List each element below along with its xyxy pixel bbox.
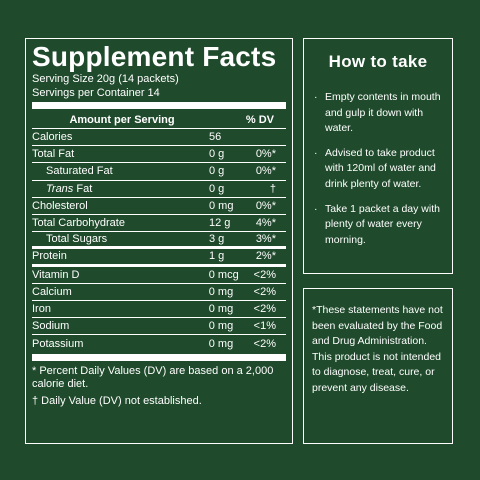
how-to-take-steps: · Empty contents in mouth and gulp it do… [304, 90, 452, 248]
fda-disclaimer-panel: *These statements have not been evaluate… [303, 288, 453, 444]
nutrient-name: Total Carbohydrate [32, 217, 125, 230]
servings-per-container: Servings per Container 14 [32, 87, 160, 99]
nutrient-dv: <2% [253, 285, 276, 298]
nutrient-dv: 2%* [255, 250, 276, 263]
nutrient-row-sodium: Sodium 0 mg <1% [32, 318, 286, 336]
how-to-take-panel: How to take · Empty contents in mouth an… [303, 38, 453, 274]
step-text: Empty contents in mouth and gulp it down… [325, 91, 441, 135]
nutrient-dv: 0%* [255, 148, 276, 161]
nutrient-amount: 56 [209, 131, 222, 144]
list-item: · Take 1 packet a day with plenty of wat… [314, 202, 442, 249]
footnote-dv-basis: * Percent Daily Values (DV) are based on… [32, 365, 274, 391]
serving-size: Serving Size 20g (14 packets) [32, 73, 179, 85]
nutrient-row-vitamin-d: Vitamin D 0 mcg <2% [32, 267, 286, 284]
nutrient-row-cholesterol: Cholesterol 0 mg 0%* [32, 198, 286, 215]
nutrient-amount: 0 mcg [208, 268, 239, 281]
nutrient-name: Total Fat [32, 148, 75, 161]
header-amount: Amount per Serving [69, 113, 175, 126]
nutrient-amount: 1 g [209, 250, 225, 263]
nutrient-row-saturated-fat: Saturated Fat 0 g 0%* [32, 163, 286, 181]
nutrient-amount: 0 mg [208, 285, 234, 298]
nutrient-row-iron: Iron 0 mg <2% [32, 301, 286, 319]
nutrient-row-total-sugars: Total Sugars 3 g 3%* [32, 232, 286, 250]
thick-divider [32, 102, 286, 109]
nutrient-dv: † [269, 182, 276, 195]
nutrient-amount: 3 g [209, 233, 225, 246]
nutrient-row-total-fat: Total Fat 0 g 0%* [32, 146, 286, 164]
footnote-dv-not-established: † Daily Value (DV) not established. [32, 395, 202, 408]
nutrient-dv: <2% [253, 337, 276, 350]
nutrient-amount: 0 g [209, 182, 225, 195]
nutrient-dv: <2% [253, 268, 276, 281]
nutrient-row-total-carbohydrate: Total Carbohydrate 12 g 4%* [32, 215, 286, 233]
nutrient-name: Iron [32, 302, 51, 315]
fda-disclaimer-text: *These statements have not been evaluate… [312, 304, 443, 394]
facts-header-row: Amount per Serving % DV [32, 111, 286, 129]
nutrient-row-trans-fat: Trans Fat 0 g † [32, 181, 286, 198]
supplement-facts-panel: Supplement Facts Serving Size 20g (14 pa… [25, 38, 293, 444]
nutrient-name: Trans Fat [32, 183, 209, 195]
bullet-icon: · [314, 202, 318, 215]
how-to-take-title: How to take [328, 52, 428, 71]
bullet-icon: · [314, 146, 318, 159]
nutrient-amount: 0 g [209, 165, 225, 178]
nutrient-name: Total Sugars [46, 233, 108, 246]
list-item: · Empty contents in mouth and gulp it do… [314, 90, 442, 137]
header-dv: % DV [245, 113, 274, 126]
nutrient-dv: 4%* [255, 217, 276, 230]
trans-italic: Trans [46, 182, 74, 195]
list-item: · Advised to take product with 120ml of … [314, 146, 442, 193]
nutrient-amount: 0 mg [209, 199, 234, 212]
nutrient-row-potassium: Potassium 0 mg <2% [32, 335, 286, 352]
thick-divider-bottom [32, 354, 286, 362]
nutrient-amount: 0 g [209, 148, 225, 161]
nutrient-dv: 3%* [255, 233, 276, 246]
nutrient-name: Vitamin D [32, 268, 80, 281]
nutrient-name: Saturated Fat [46, 165, 113, 178]
nutrient-dv: 0%* [255, 165, 276, 178]
nutrient-name: Potassium [32, 337, 84, 350]
nutrient-name: Calories [32, 131, 73, 144]
step-text: Take 1 packet a day with plenty of water… [325, 202, 440, 246]
nutrient-name: Cholesterol [32, 199, 88, 212]
nutrient-row-calcium: Calcium 0 mg <2% [32, 284, 286, 301]
nutrient-dv: <1% [253, 320, 276, 333]
facts-title: Supplement Facts [32, 41, 277, 72]
nutrient-amount: 0 mg [208, 302, 234, 315]
bullet-icon: · [314, 91, 318, 103]
nutrient-row-calories: Calories 56 [32, 129, 286, 147]
nutrient-row-protein: Protein 1 g 2%* [32, 249, 286, 267]
nutrient-name: Sodium [32, 320, 70, 333]
step-text: Advised to take product with 120ml of wa… [325, 146, 436, 190]
nutrient-name: Protein [32, 250, 67, 263]
nutrient-amount: 0 mg [208, 320, 234, 333]
trans-fat-suffix: Fat [73, 182, 93, 195]
nutrient-amount: 12 g [209, 217, 231, 230]
nutrient-dv: 0%* [255, 199, 276, 212]
nutrient-amount: 0 mg [208, 337, 234, 350]
nutrient-dv: <2% [253, 302, 276, 315]
nutrient-name: Calcium [32, 285, 72, 298]
